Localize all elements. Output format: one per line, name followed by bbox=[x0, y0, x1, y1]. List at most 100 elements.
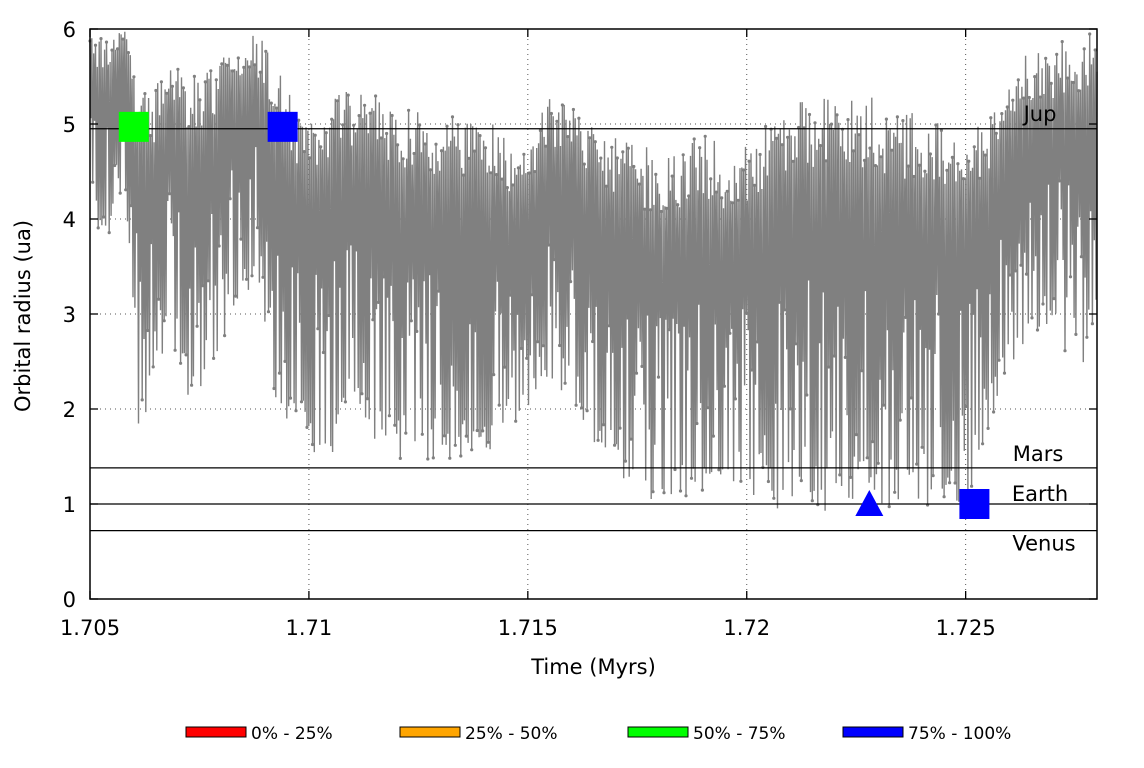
orbit-point bbox=[695, 421, 699, 426]
orbit-point bbox=[159, 80, 163, 84]
orbit-point bbox=[486, 440, 490, 444]
orbit-point bbox=[420, 432, 424, 436]
orbit-point bbox=[656, 375, 661, 379]
orbit-point bbox=[165, 91, 169, 95]
orbit-point bbox=[684, 494, 688, 498]
planet-reference-lines: Jup Mars Earth Venus bbox=[90, 102, 1097, 556]
orbit-point bbox=[349, 242, 353, 246]
orbit-point bbox=[330, 117, 334, 121]
orbit-point bbox=[379, 136, 383, 140]
orbit-point bbox=[115, 47, 120, 51]
orbit-point bbox=[547, 243, 551, 247]
orbit-point bbox=[483, 146, 488, 150]
orbit-point bbox=[794, 342, 798, 346]
orbit-point bbox=[544, 144, 548, 148]
orbit-point bbox=[931, 474, 935, 478]
orbit-point bbox=[242, 65, 246, 69]
orbit-point bbox=[244, 277, 249, 281]
orbit-point bbox=[700, 488, 705, 492]
orbit-point bbox=[777, 300, 781, 304]
orbit-point bbox=[481, 429, 485, 433]
orbit-point bbox=[294, 409, 298, 413]
orbit-point bbox=[637, 182, 641, 186]
orbit-point bbox=[692, 137, 696, 141]
orbit-point bbox=[310, 442, 315, 447]
orbit-point bbox=[706, 406, 710, 410]
orbit-point bbox=[755, 340, 760, 344]
orbit-point bbox=[813, 121, 817, 125]
orbit-point bbox=[681, 153, 685, 157]
orbit-point bbox=[409, 319, 413, 323]
orbit-point bbox=[753, 183, 757, 187]
orbit-point bbox=[503, 365, 507, 369]
orbit-point bbox=[709, 177, 713, 181]
orbit-point bbox=[711, 434, 716, 438]
orbit-point bbox=[343, 400, 347, 404]
orbit-point bbox=[407, 108, 411, 112]
orbit-point bbox=[140, 398, 144, 402]
orbit-point bbox=[1055, 52, 1059, 57]
orbit-point bbox=[508, 293, 512, 297]
orbit-point bbox=[585, 409, 589, 413]
orbit-point bbox=[939, 128, 944, 132]
marker-triangle bbox=[855, 490, 884, 516]
y-axis-title: Orbital radius (ua) bbox=[11, 220, 35, 412]
orbit-point bbox=[176, 67, 180, 71]
orbit-point bbox=[739, 479, 743, 483]
orbit-point bbox=[574, 403, 578, 407]
orbit-point bbox=[415, 329, 419, 333]
legend-swatch bbox=[627, 726, 689, 738]
axis-ticks: 1.705 1.71 1.715 1.72 1.725 0 1 2 3 4 5 6 bbox=[60, 18, 1097, 640]
orbit-point bbox=[934, 123, 938, 127]
orbit-point bbox=[313, 133, 317, 137]
orbit-point bbox=[478, 134, 482, 138]
y-tick-label: 1 bbox=[63, 493, 76, 517]
orbit-point bbox=[854, 433, 858, 437]
orbit-point bbox=[426, 457, 430, 461]
orbit-point bbox=[676, 203, 680, 207]
orbit-point bbox=[154, 88, 158, 93]
orbit-point bbox=[972, 145, 976, 149]
orbit-point bbox=[928, 152, 933, 156]
orbit-point bbox=[1019, 263, 1023, 267]
orbit-point bbox=[321, 350, 325, 355]
y-tick-label: 6 bbox=[63, 18, 76, 42]
orbit-point bbox=[428, 168, 433, 172]
orbit-point bbox=[324, 131, 328, 135]
orbit-point bbox=[970, 484, 974, 488]
x-tick-label: 1.715 bbox=[498, 616, 558, 640]
orbit-point bbox=[937, 312, 941, 316]
x-tick-label: 1.71 bbox=[286, 616, 333, 640]
orbit-point bbox=[1085, 335, 1089, 339]
legend-swatch bbox=[185, 726, 247, 738]
orbit-point bbox=[181, 86, 185, 90]
legend-label: 25% - 50% bbox=[465, 724, 558, 744]
orbit-point bbox=[626, 146, 630, 150]
orbit-point bbox=[228, 197, 232, 201]
orbit-point bbox=[829, 122, 834, 126]
orbit-point bbox=[354, 248, 358, 252]
orbit-point bbox=[214, 78, 218, 82]
orbit-point bbox=[288, 396, 293, 400]
orbit-point bbox=[266, 310, 271, 314]
orbit-point bbox=[261, 275, 265, 279]
orbit-point bbox=[1063, 349, 1067, 353]
orbit-point bbox=[472, 149, 477, 153]
orbit-point bbox=[593, 140, 597, 144]
orbit-point bbox=[731, 201, 735, 205]
orbit-point bbox=[560, 103, 565, 107]
orbit-point bbox=[461, 173, 466, 177]
orbit-point bbox=[876, 461, 880, 465]
orbit-point bbox=[964, 404, 968, 409]
orbit-point bbox=[143, 92, 147, 96]
orbit-point bbox=[744, 311, 749, 315]
orbit-point bbox=[162, 319, 166, 323]
orbit-point bbox=[725, 189, 729, 193]
orbit-point bbox=[250, 274, 254, 278]
orbit-point bbox=[385, 131, 389, 136]
orbit-point bbox=[1013, 269, 1018, 273]
orbit-point bbox=[1044, 56, 1048, 61]
orbit-point bbox=[895, 115, 900, 119]
orbit-point bbox=[1057, 179, 1062, 183]
orbit-point bbox=[492, 373, 496, 377]
